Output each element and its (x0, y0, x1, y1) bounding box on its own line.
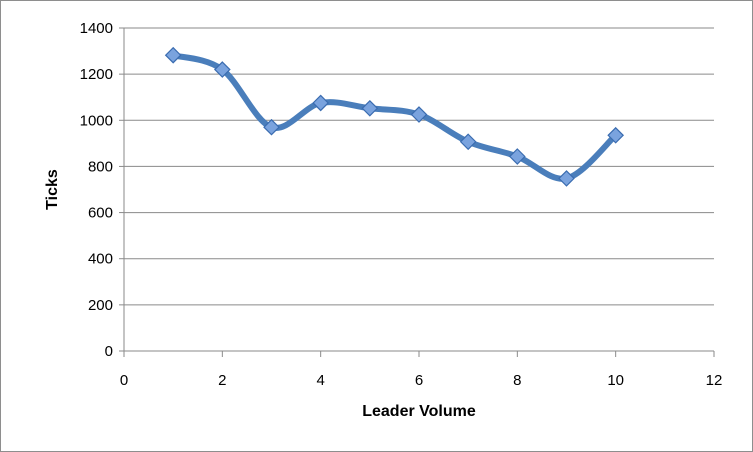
gridlines (124, 27, 714, 306)
data-point-3 (263, 118, 280, 136)
x-tick-label-5: 10 (607, 372, 624, 389)
data-point-9 (558, 170, 575, 187)
y-tick-label-7: 1400 (80, 20, 113, 37)
x-axis-title: Leader Volume (362, 403, 476, 420)
data-point-6 (410, 106, 428, 123)
data-point-1 (164, 46, 182, 64)
x-tick-label-6: 12 (706, 372, 723, 389)
series-group (170, 52, 619, 182)
y-tick-label-6: 1200 (80, 66, 113, 83)
y-axis-title: Ticks (44, 169, 61, 210)
markers (164, 46, 625, 187)
data-point-2 (213, 61, 231, 78)
data-point-5 (361, 99, 379, 117)
data-point-10 (607, 126, 625, 144)
y-tick-label-0: 0 (105, 343, 113, 360)
x-tick-label-0: 0 (120, 372, 128, 389)
y-tick-label-2: 400 (88, 251, 113, 268)
x-tick-label-1: 2 (218, 372, 226, 389)
axes (119, 27, 715, 357)
x-tick-label-3: 6 (415, 372, 423, 389)
data-point-7 (459, 133, 477, 151)
y-tick-labels: 0 200 400 600 800 1000 1200 1400 (80, 20, 113, 360)
y-tick-label-3: 600 (88, 205, 113, 222)
y-tick-label-4: 800 (88, 158, 113, 175)
data-point-8 (508, 148, 526, 165)
x-tick-label-4: 8 (513, 372, 521, 389)
y-tick-label-5: 1000 (80, 112, 113, 129)
series-line-0 (170, 52, 619, 182)
x-tick-label-2: 4 (316, 372, 324, 389)
data-point-4 (312, 94, 330, 112)
x-tick-labels: 0 2 4 6 8 10 12 (120, 372, 723, 389)
y-tick-label-1: 200 (88, 297, 113, 314)
